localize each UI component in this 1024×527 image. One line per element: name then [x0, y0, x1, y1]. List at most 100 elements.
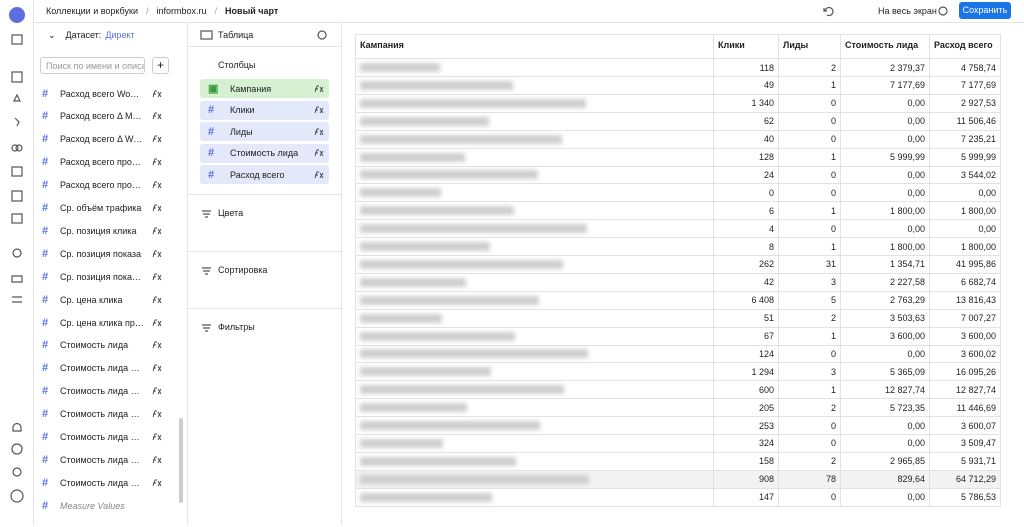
fx-icon — [152, 250, 162, 258]
campaign-cell — [355, 345, 714, 364]
table-header[interactable]: Стоимость лида — [841, 34, 930, 59]
crumb[interactable]: informbox.ru — [156, 6, 207, 16]
field-item[interactable]: # Расход всего прошл... — [34, 174, 184, 197]
table-cell: 78 — [779, 470, 841, 489]
section-icon — [202, 210, 211, 218]
field-item[interactable]: # Стоимость лида — [34, 334, 184, 357]
table-cell: 49 — [714, 76, 779, 95]
dataset[interactable]: ⌄ Датасет: Директ — [48, 30, 135, 40]
field-item[interactable]: # Measure Values — [34, 494, 184, 517]
table-cell: 3 600,00 — [841, 327, 930, 346]
field-item[interactable]: # Расход всего WoW, % — [34, 82, 184, 105]
campaign-cell — [355, 309, 714, 328]
fx-icon — [152, 90, 162, 97]
table-cell: 0,00 — [841, 220, 930, 239]
field-item[interactable]: # Ср. цена клика — [34, 288, 184, 311]
field-item[interactable]: # Расход всего Δ WoW — [34, 128, 184, 151]
column-chip[interactable]: # Клики — [200, 100, 329, 120]
redacted-text — [360, 331, 515, 341]
nav-icon — [10, 34, 24, 503]
table-cell: 324 — [714, 434, 779, 453]
field-item[interactable]: # Ср. позиция показа — [34, 242, 184, 265]
table-cell: 5 786,53 — [930, 488, 1001, 507]
table-header[interactable]: Клики — [714, 34, 779, 59]
table-cell: 0 — [779, 434, 841, 453]
table-cell: 62 — [714, 112, 779, 131]
fx-icon — [314, 128, 324, 135]
table-cell: 1 800,00 — [930, 238, 1001, 256]
table-cell: 1 354,71 — [841, 255, 930, 274]
table-cell: 5 365,09 — [841, 363, 930, 382]
redacted-text — [360, 170, 538, 180]
campaign-cell — [355, 381, 714, 400]
column-name: Расход всего — [230, 169, 285, 180]
redacted-text — [360, 224, 587, 234]
field-name: Стоимость лида про... — [60, 477, 144, 488]
column-chip[interactable]: # Расход всего — [200, 165, 329, 185]
crumb[interactable]: Коллекции и воркбуки — [46, 6, 138, 16]
table-cell: 7 177,69 — [930, 76, 1001, 95]
redacted-text — [360, 295, 539, 305]
table-cell: 2 227,58 — [841, 273, 930, 292]
table-cell: 0,00 — [841, 130, 930, 149]
search[interactable]: Поиск по имени и описан — [40, 57, 145, 74]
field-item[interactable]: #Стоимость лида Δ M... — [34, 403, 184, 426]
field-item[interactable]: # Стоимость лида Mo... — [34, 357, 184, 380]
field-item[interactable]: #Стоимость лида WoW... — [34, 380, 184, 403]
table-cell: 7 235,21 — [930, 130, 1001, 149]
column-name: Стоимость лида — [230, 148, 299, 159]
fx-icon — [314, 106, 324, 114]
fx-icon — [152, 456, 162, 464]
fullscreen[interactable]: На весь экран — [878, 6, 937, 16]
column-chip[interactable]: # Стоимость лида — [200, 143, 329, 163]
redacted-text — [360, 403, 467, 413]
table-cell: 3 509,47 — [930, 434, 1001, 453]
field-name: Ср. цена клика — [60, 294, 123, 305]
viz-icons — [200, 30, 327, 40]
dataset-name: Директ — [105, 30, 135, 40]
table-cell: 41 995,86 — [930, 255, 1001, 274]
table-cell: 24 — [714, 166, 779, 185]
table-cell: 0 — [779, 488, 841, 507]
section-title[interactable]: Цвета — [218, 208, 244, 218]
table-cell: 2 379,37 — [841, 59, 930, 77]
field-item[interactable]: # Расход всего прошл... — [34, 151, 184, 174]
table-cell: 0,00 — [841, 166, 930, 185]
fx-icon — [152, 410, 162, 418]
column-chip[interactable]: ▣ Кампания — [200, 79, 329, 98]
save-button[interactable]: Сохранить — [959, 2, 1011, 19]
redacted-text — [360, 349, 588, 359]
table-cell: 1 800,00 — [841, 238, 930, 256]
table-header[interactable]: Расход всего — [930, 34, 1001, 59]
field-item[interactable]: # Стоимость лида про... — [34, 471, 184, 494]
table-header[interactable]: Кампания — [355, 34, 714, 59]
fx-icon — [152, 387, 162, 395]
field-item[interactable]: # Расход всего Δ MoM — [34, 105, 184, 128]
section-title[interactable]: Фильтры — [218, 322, 255, 332]
divider — [341, 22, 342, 525]
campaign-cell — [355, 238, 714, 256]
field-item[interactable]: #Стоимость лида Δ W... — [34, 426, 184, 449]
table-cell: 4 758,74 — [930, 59, 1001, 77]
table-cell: 0,00 — [930, 184, 1001, 203]
table-cell: 0 — [779, 417, 841, 435]
table-header[interactable]: Лиды — [779, 34, 841, 59]
field-item[interactable]: # Ср. позиция клика — [34, 219, 184, 242]
table-cell: 1 — [779, 202, 841, 221]
table-cell: 147 — [714, 488, 779, 507]
column-chip[interactable]: # Лиды — [200, 122, 329, 142]
campaign-cell — [355, 148, 714, 167]
section-title[interactable]: Сортировка — [218, 265, 268, 275]
table-cell: 128 — [714, 148, 779, 167]
campaign-cell — [355, 488, 714, 507]
add-button[interactable]: + — [152, 57, 169, 74]
campaign-cell — [355, 291, 714, 310]
campaign-cell — [355, 327, 714, 346]
field-name: Ср. цена клика про... — [60, 317, 144, 328]
campaign-cell — [355, 255, 714, 274]
field-item[interactable]: # Ср. объём трафика — [34, 197, 184, 220]
field-item[interactable]: # Стоимость лида про... — [34, 448, 184, 471]
viz-type[interactable]: Таблица — [218, 30, 254, 40]
field-item[interactable]: # Ср. цена клика про... — [34, 311, 184, 334]
field-item[interactable]: # Ср. позиция показа ... — [34, 265, 184, 288]
